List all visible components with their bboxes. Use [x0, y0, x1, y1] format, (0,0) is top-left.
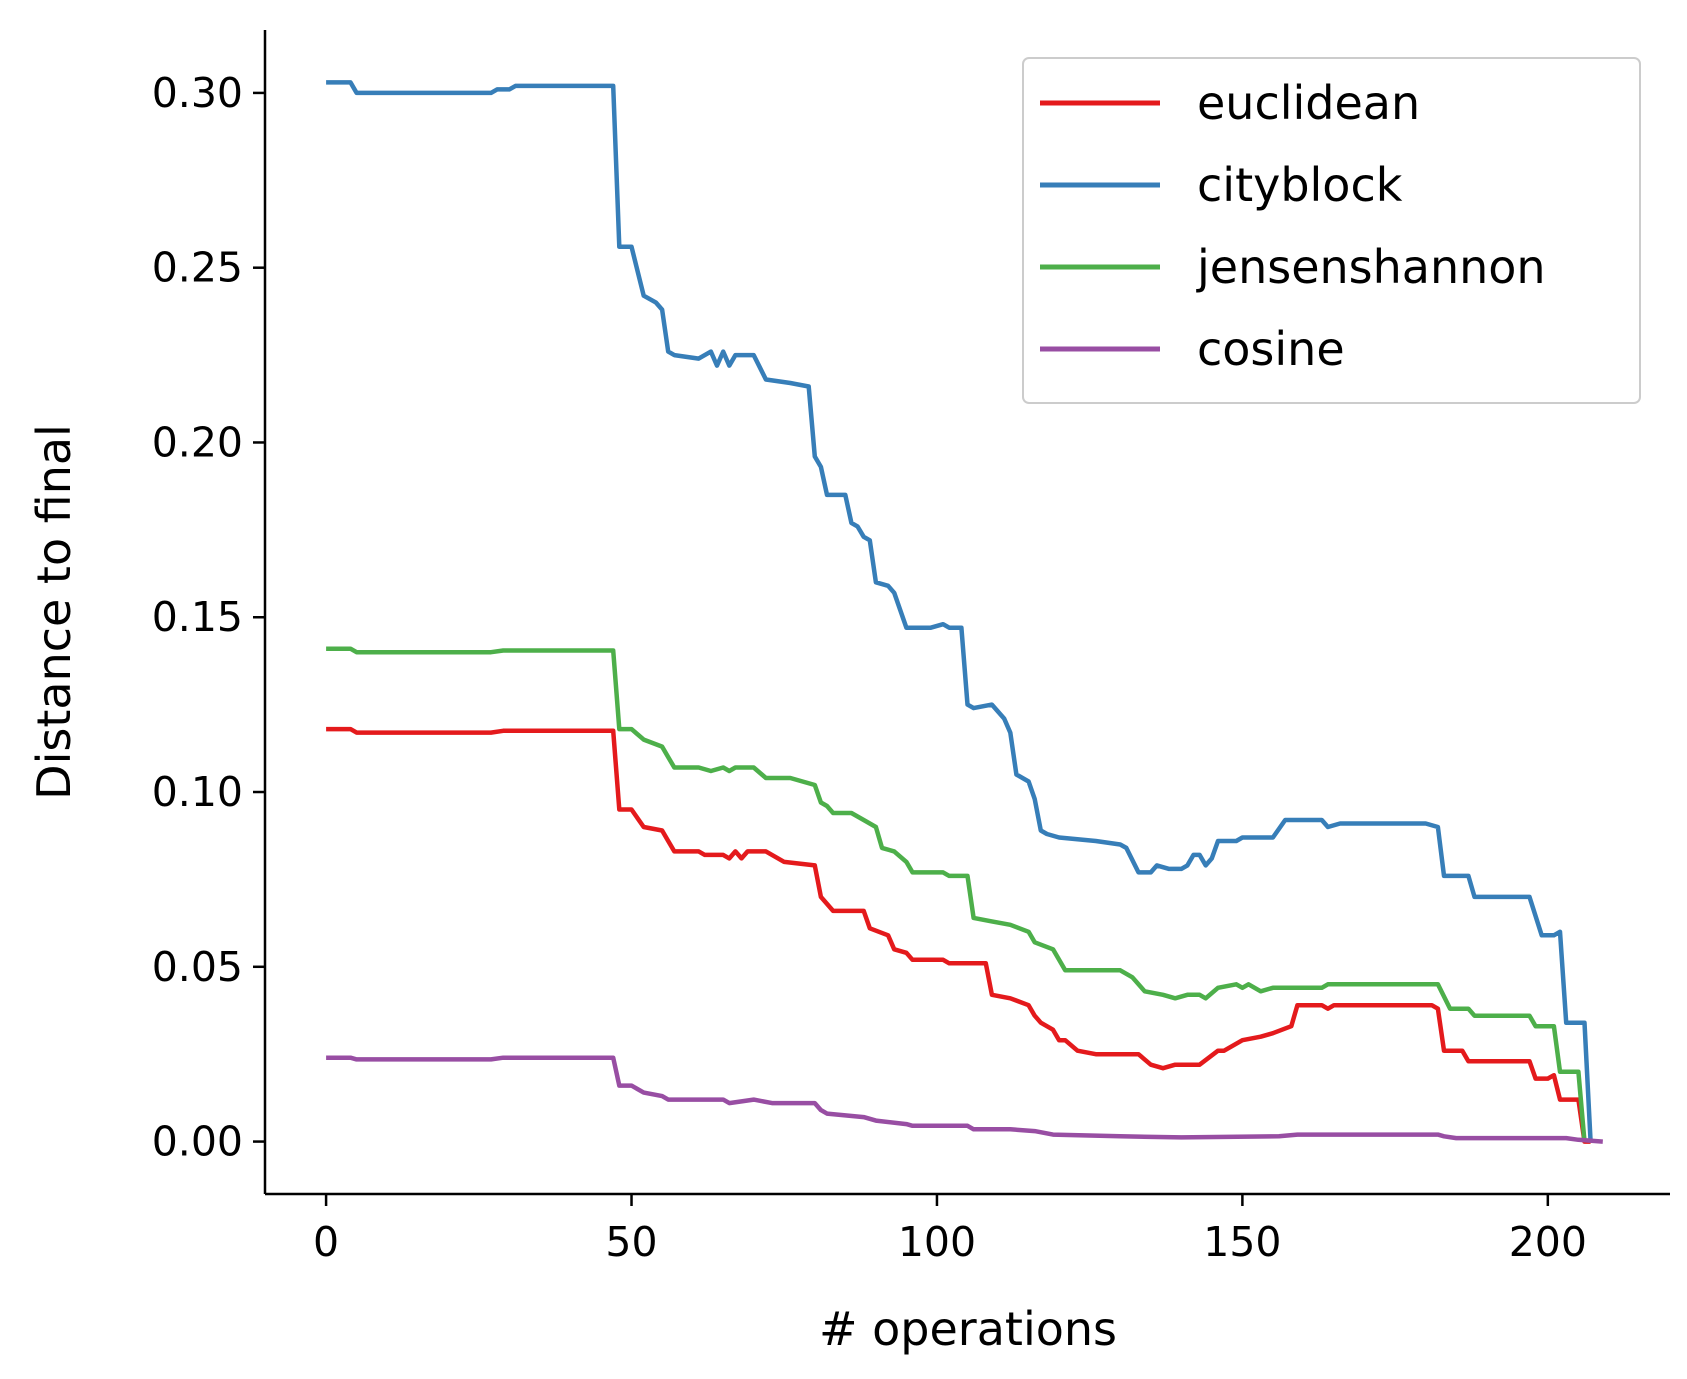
axes [263, 30, 1670, 1196]
x-tick-label: 100 [898, 1218, 976, 1266]
series-line-cityblock [326, 80, 1593, 1142]
legend-label-cosine: cosine [1197, 322, 1345, 376]
series-layer [326, 80, 1603, 1144]
legend-label-cityblock: cityblock [1197, 158, 1403, 212]
y-tick-label: 0.00 [152, 1118, 243, 1166]
y-tick-label: 0.10 [152, 768, 243, 816]
x-ticks: 0 50 100 150 200 [313, 1194, 1587, 1266]
x-tick-label: 0 [313, 1218, 339, 1266]
y-axis-title: Distance to final [27, 424, 81, 800]
y-tick-label: 0.30 [152, 69, 243, 117]
series-line-euclidean [326, 726, 1591, 1144]
x-axis-title: # operations [819, 1302, 1117, 1356]
y-tick-label: 0.05 [152, 943, 243, 991]
y-tick-label: 0.20 [152, 418, 243, 466]
x-tick-label: 200 [1509, 1218, 1587, 1266]
legend-frame [1022, 57, 1641, 404]
y-ticks: 0.00 0.05 0.10 0.15 0.20 0.25 0.30 [152, 69, 265, 1166]
legend-label-euclidean: euclidean [1197, 76, 1420, 130]
x-tick-label: 50 [605, 1218, 657, 1266]
y-tick-label: 0.15 [152, 593, 243, 641]
series-line-jensenshannon [326, 646, 1587, 1142]
series-line-cosine [326, 1055, 1603, 1144]
legend-label-jensenshannon: jensenshannon [1196, 240, 1546, 294]
legend: euclidean cityblock jensenshannon cosine [1022, 57, 1641, 404]
y-tick-label: 0.25 [152, 244, 243, 292]
x-tick-label: 150 [1203, 1218, 1281, 1266]
